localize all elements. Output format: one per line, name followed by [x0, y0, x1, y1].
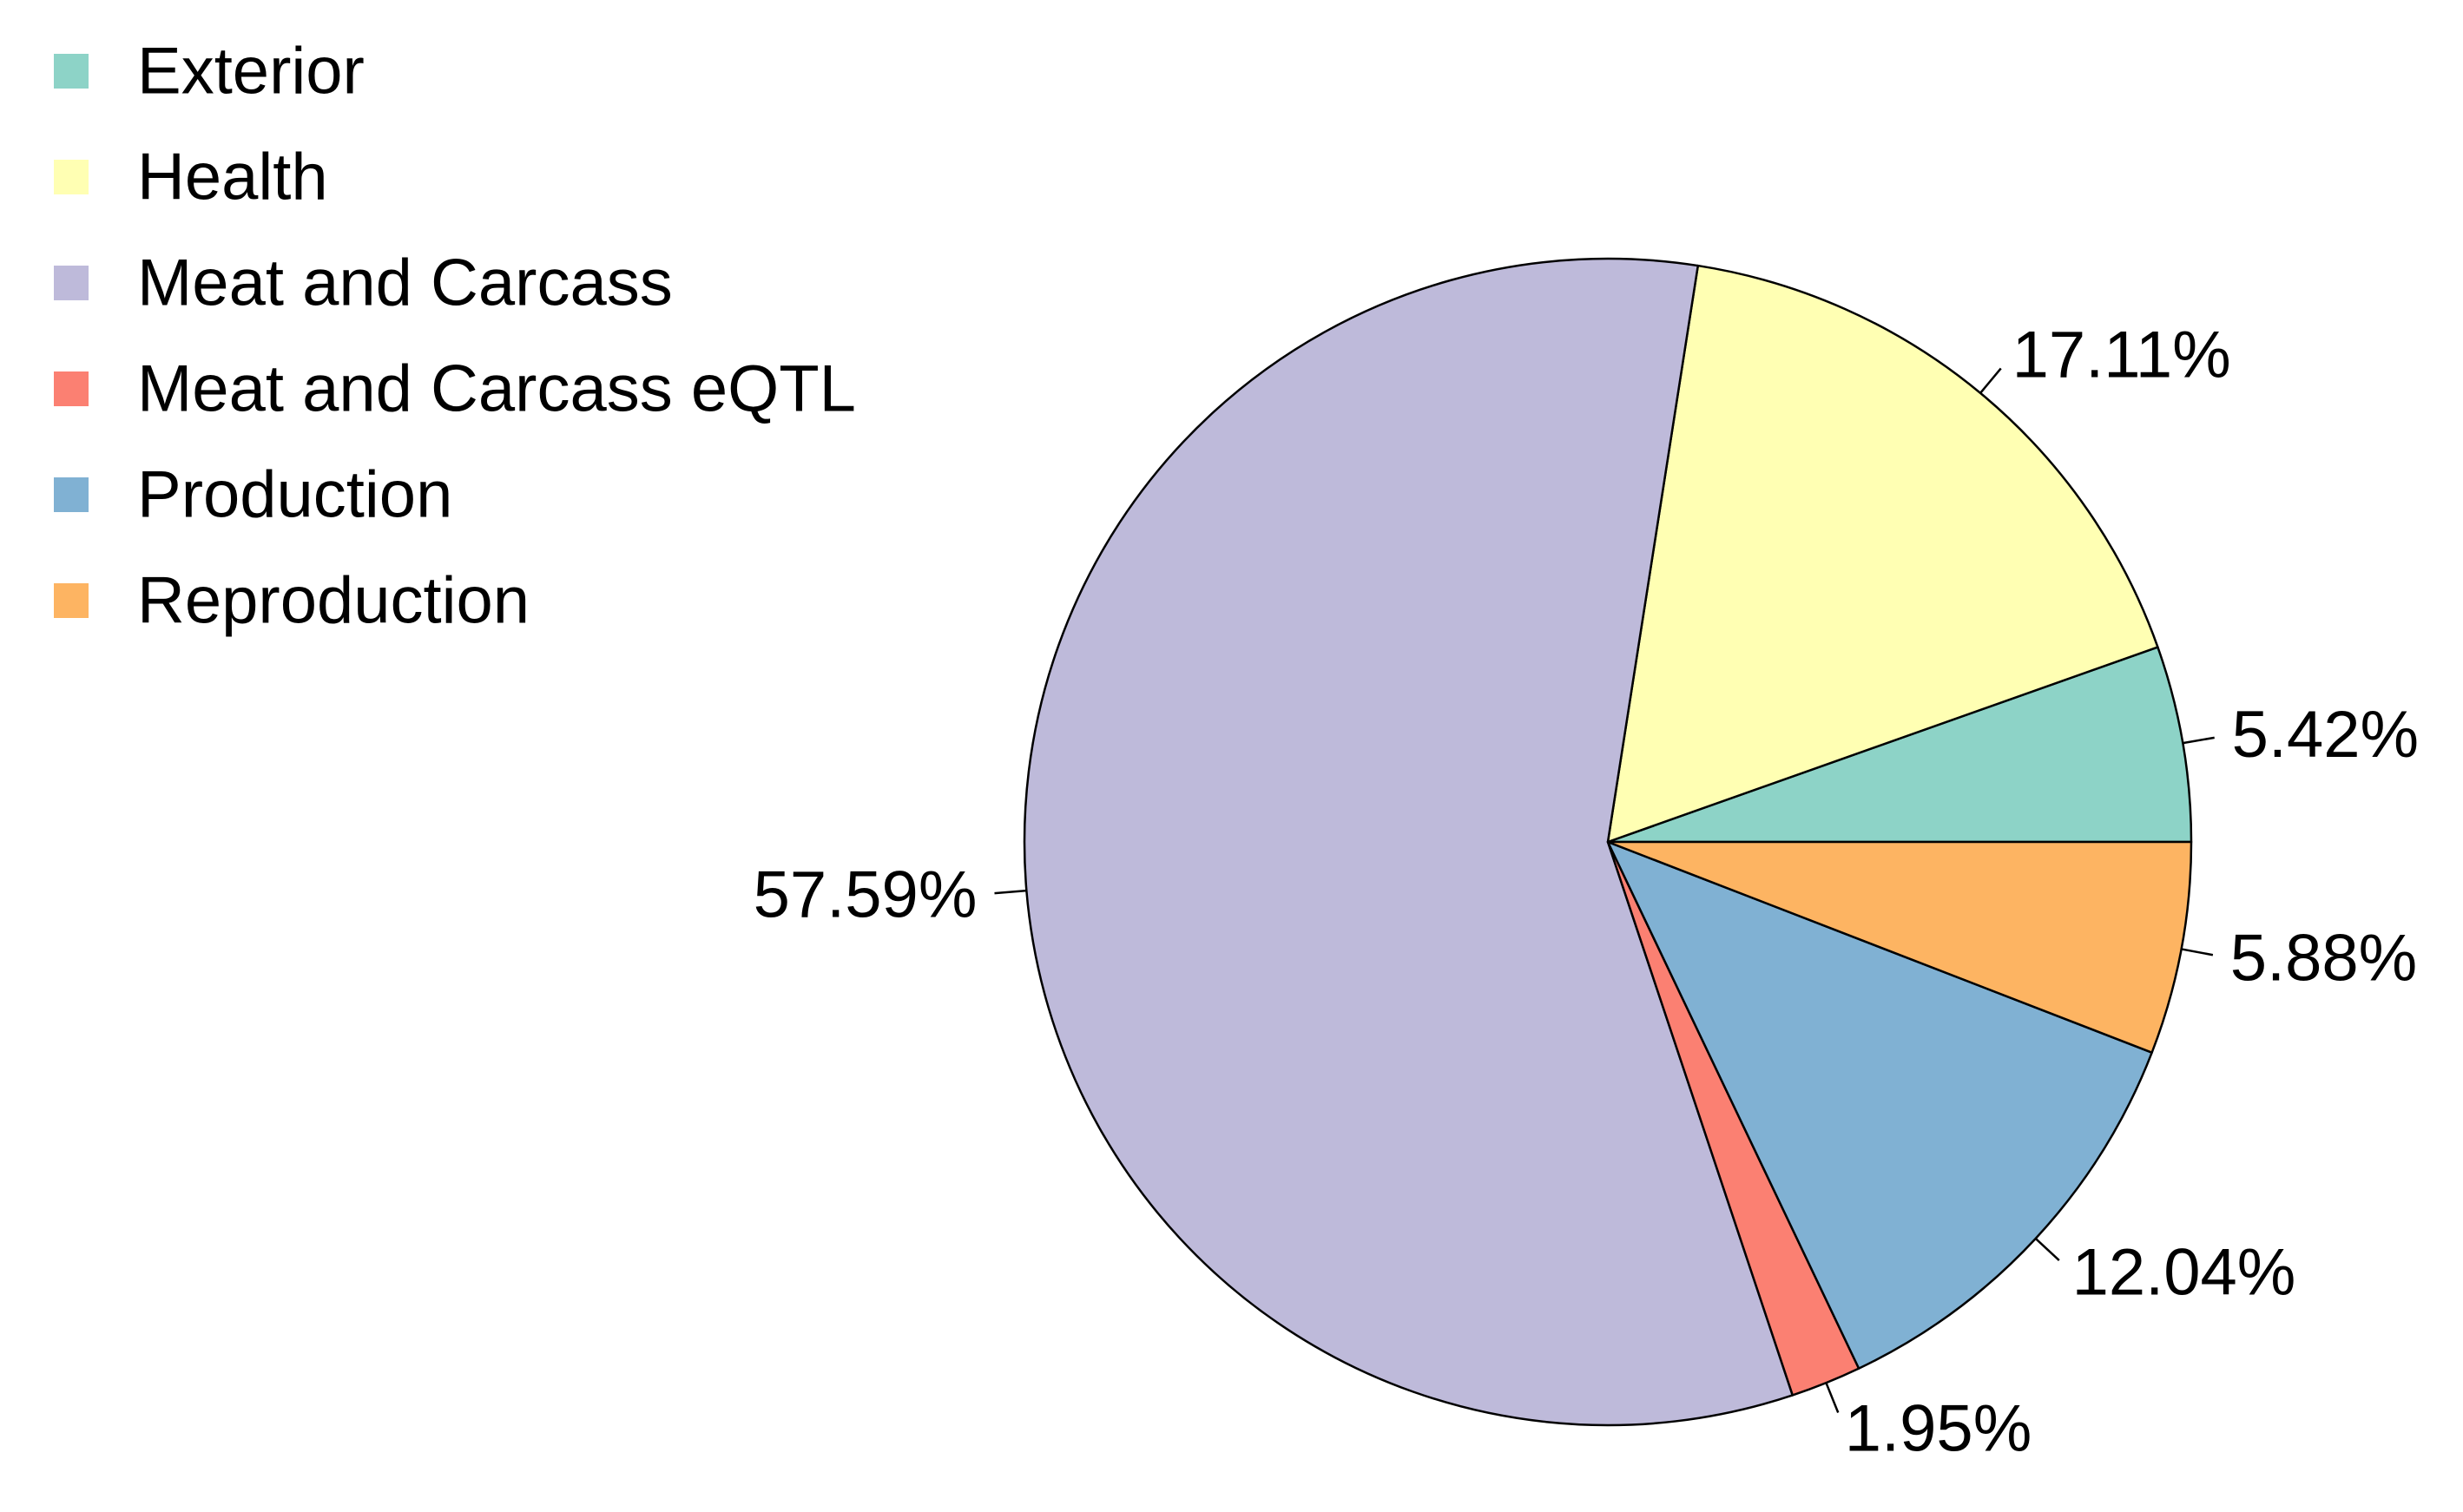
percent-labels: 5.42% 17.11% 57.59% 1.95% 12.04% 5.88%	[754, 318, 2419, 1465]
leader-line-reproduction	[2181, 948, 2214, 957]
legend-label-exterior: Exterior	[137, 35, 365, 108]
leader-line-production	[2034, 1238, 2060, 1262]
leader-lines	[994, 367, 2215, 1413]
legend-label-health: Health	[137, 141, 328, 214]
legend-swatch-meat-and-carcass-eqtl	[54, 371, 89, 406]
legend-swatch-health	[54, 160, 89, 194]
legend-swatch-exterior	[54, 54, 89, 89]
legend: Exterior Health Meat and Carcass Meat and C…	[54, 35, 856, 638]
leader-line-exterior	[2183, 736, 2215, 745]
percent-label-health: 17.11%	[2012, 318, 2231, 391]
percent-label-production: 12.04%	[2072, 1235, 2296, 1309]
legend-label-reproduction: Reproduction	[137, 564, 530, 638]
slice-meat-and-carcass	[1023, 257, 1795, 1427]
slice-health	[1606, 264, 2159, 844]
leader-line-health	[1979, 367, 2002, 394]
leader-line-meat-and-carcass-eqtl	[1825, 1382, 1840, 1413]
legend-label-production: Production	[137, 458, 452, 532]
leader-line-meat-and-carcass	[994, 889, 1027, 895]
legend-swatch-production	[54, 477, 89, 512]
percent-label-meat-and-carcass: 57.59%	[754, 858, 978, 931]
percent-label-reproduction: 5.88%	[2230, 921, 2418, 995]
percent-label-exterior: 5.42%	[2232, 698, 2420, 772]
legend-swatch-reproduction	[54, 583, 89, 618]
slice-production	[1606, 840, 2153, 1370]
percent-label-meat-and-carcass-eqtl: 1.95%	[1845, 1392, 2032, 1466]
legend-label-meat-and-carcass-eqtl: Meat and Carcass eQTL	[137, 352, 856, 426]
legend-swatch-meat-and-carcass	[54, 266, 89, 300]
slice-exterior	[1606, 646, 2193, 844]
pie-slices	[1023, 257, 2193, 1427]
legend-label-meat-and-carcass: Meat and Carcass	[137, 247, 673, 320]
